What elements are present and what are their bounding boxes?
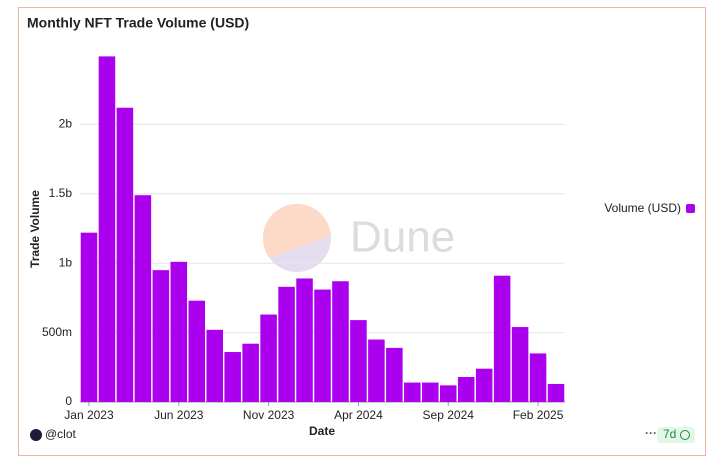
bar — [386, 347, 403, 402]
x-tick-label: Apr 2024 — [334, 408, 383, 422]
more-menu[interactable]: ··· — [645, 426, 657, 440]
bar — [188, 300, 206, 402]
y-tick-label: 500m — [42, 325, 72, 339]
x-tick-label: Feb 2025 — [513, 408, 564, 422]
bar — [206, 329, 223, 402]
bar — [350, 320, 367, 402]
bar — [332, 281, 349, 402]
bar — [404, 382, 421, 402]
y-tick-label: 1b — [59, 255, 73, 269]
chart-title: Monthly NFT Trade Volume (USD) — [27, 15, 249, 31]
y-tick-label: 2b — [59, 117, 73, 131]
bar — [152, 270, 170, 402]
bar — [529, 353, 547, 402]
bar — [439, 385, 457, 402]
badge: 7d — [663, 427, 676, 441]
watermark-text: Dune — [350, 213, 455, 262]
bar — [80, 232, 98, 402]
legend-swatch — [686, 204, 695, 213]
badge-icon — [680, 430, 690, 440]
y-tick-label: 0 — [65, 394, 72, 408]
bar — [170, 261, 188, 402]
bar — [493, 275, 511, 402]
bar — [314, 289, 331, 402]
bar — [98, 56, 116, 402]
bar — [260, 314, 277, 402]
x-axis-label: Date — [309, 424, 335, 438]
legend-label: Volume (USD) — [604, 201, 681, 215]
x-tick-label: Nov 2023 — [243, 408, 295, 422]
y-tick-label: 1.5b — [49, 186, 73, 200]
bar — [511, 327, 529, 402]
watermark-logo — [263, 204, 331, 272]
bar — [296, 278, 313, 402]
bar — [224, 352, 241, 402]
bar — [278, 286, 295, 402]
author-avatar — [30, 429, 42, 441]
bar — [457, 377, 475, 402]
bar — [116, 107, 134, 402]
y-axis-label: Trade Volume — [28, 190, 42, 268]
bar — [422, 382, 439, 402]
bar — [242, 343, 259, 402]
x-tick-label: Sep 2024 — [423, 408, 475, 422]
bar — [547, 383, 565, 402]
x-tick-label: Jan 2023 — [64, 408, 114, 422]
bar — [475, 368, 493, 402]
author[interactable]: @clot — [45, 427, 77, 441]
bar — [134, 195, 152, 402]
bar — [368, 339, 385, 402]
x-tick-label: Jun 2023 — [154, 408, 204, 422]
